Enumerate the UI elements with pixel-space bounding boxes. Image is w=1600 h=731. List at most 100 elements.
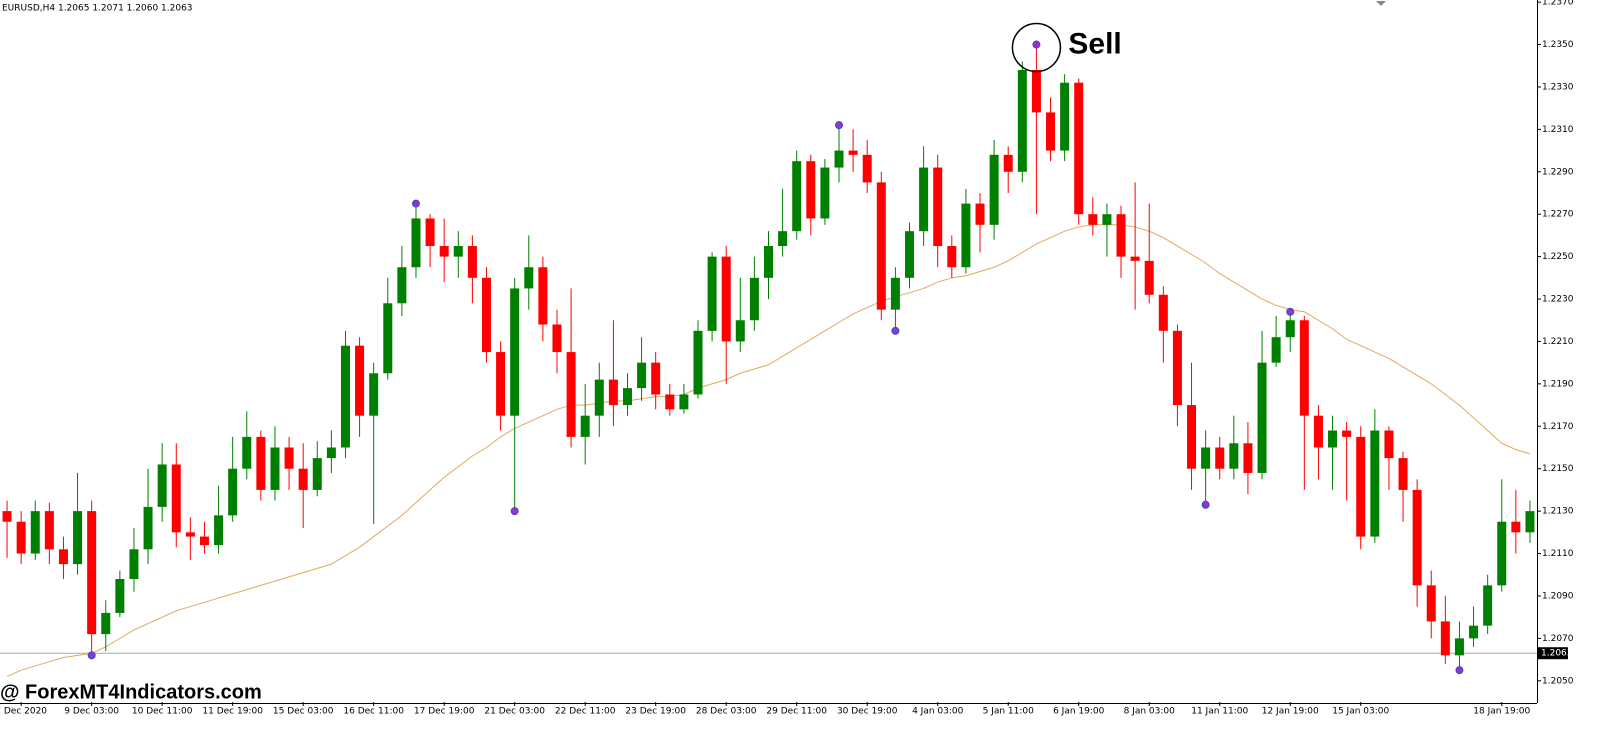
- x-tick-label: 22 Dec 11:00: [555, 707, 616, 717]
- candle-body: [1046, 112, 1056, 151]
- candle-body: [129, 549, 139, 579]
- candle-body: [411, 218, 421, 268]
- candle-body: [1356, 436, 1366, 537]
- candle-body: [919, 167, 929, 232]
- y-tick-label: 1.2230: [1542, 295, 1574, 305]
- candle-body: [214, 515, 224, 546]
- candle-body: [1469, 625, 1479, 639]
- candle-body: [693, 330, 703, 395]
- candle-body: [143, 506, 153, 550]
- y-tick-label: 1.2090: [1542, 591, 1574, 601]
- y-tick-label: 1.2270: [1542, 210, 1574, 220]
- candle-body: [1017, 69, 1027, 172]
- candle-body: [481, 277, 491, 353]
- candle-body: [270, 447, 280, 490]
- fractal-marker: [411, 199, 420, 208]
- y-tick-label: 1.2210: [1542, 337, 1574, 347]
- candle-body: [1088, 214, 1098, 225]
- candle-body: [1172, 330, 1182, 406]
- candle-body: [947, 246, 957, 268]
- candle-body: [326, 447, 336, 459]
- candle-body: [552, 324, 562, 353]
- candle-body: [905, 231, 915, 278]
- candle-body: [312, 458, 322, 490]
- candle-body: [1243, 443, 1253, 473]
- candle-body: [1384, 430, 1394, 459]
- candle-body: [778, 231, 788, 247]
- x-tick-label: 15 Jan 03:00: [1332, 707, 1389, 717]
- candle-body: [806, 161, 816, 219]
- current-price-label: 1.2063: [1541, 649, 1573, 659]
- candle-body: [862, 154, 872, 183]
- candle-body: [820, 167, 830, 219]
- candle-body: [1116, 214, 1126, 257]
- candle-body: [1285, 320, 1295, 338]
- candle-body: [496, 352, 506, 416]
- candle-body: [989, 154, 999, 225]
- candle-body: [16, 521, 26, 554]
- candle-body: [792, 161, 802, 232]
- candle-body: [1398, 458, 1408, 490]
- x-tick-label: 28 Dec 03:00: [696, 707, 757, 717]
- candle-body: [580, 415, 590, 437]
- y-tick-label: 1.2070: [1542, 634, 1574, 644]
- candle-body: [608, 379, 618, 406]
- candle-body: [1313, 415, 1323, 448]
- x-tick-label: 10 Dec 11:00: [132, 707, 193, 717]
- fractal-marker: [510, 507, 519, 516]
- candle-body: [1130, 256, 1140, 261]
- candle-body: [439, 246, 449, 257]
- current-price-box: [1538, 647, 1568, 660]
- candle-body: [340, 345, 350, 448]
- candle-body: [876, 182, 886, 310]
- candle-body: [58, 549, 68, 565]
- y-tick-label: 1.2150: [1542, 464, 1574, 474]
- y-tick-label: 1.2350: [1542, 40, 1574, 50]
- annotation-text: Sell: [1068, 27, 1121, 60]
- x-tick-label: 23 Dec 19:00: [625, 707, 686, 717]
- candle-body: [721, 256, 731, 342]
- candle-body: [679, 394, 689, 410]
- y-tick-label: 1.2330: [1542, 82, 1574, 92]
- candle-body: [115, 578, 125, 613]
- candle-body: [1454, 638, 1464, 656]
- x-tick-label: 4 Jan 03:00: [912, 707, 964, 717]
- candle-body: [1158, 294, 1168, 331]
- candle-body: [735, 320, 745, 342]
- candle-body: [594, 379, 604, 416]
- candle-body: [101, 612, 111, 635]
- x-tick-label: 29 Dec 11:00: [766, 707, 827, 717]
- candle-body: [538, 267, 548, 325]
- candle-body: [1271, 337, 1281, 363]
- candle-body: [1426, 585, 1436, 622]
- x-tick-label: 11 Jan 11:00: [1191, 707, 1248, 717]
- candle-body: [30, 511, 40, 554]
- y-tick-label: 1.2190: [1542, 379, 1574, 389]
- y-tick-label: 1.2310: [1542, 125, 1574, 135]
- candle-body: [1299, 320, 1309, 416]
- x-tick-label: 15 Dec 03:00: [273, 707, 334, 717]
- candle-body: [1031, 69, 1041, 113]
- candle-body: [848, 150, 858, 155]
- candle-body: [665, 394, 675, 410]
- candle-body: [185, 532, 195, 537]
- candle-body: [961, 203, 971, 268]
- candle-body: [622, 388, 632, 406]
- candle-body: [890, 277, 900, 310]
- shift-marker: [1376, 1, 1386, 6]
- candle-body: [1074, 82, 1084, 215]
- annotation-circle: [1011, 22, 1062, 73]
- x-tick-label: 16 Dec 11:00: [343, 707, 404, 717]
- candle-body: [1187, 405, 1197, 469]
- candle-body: [1342, 430, 1352, 437]
- candle-body: [1440, 621, 1450, 656]
- x-tick-label: 5 Jan 11:00: [983, 707, 1035, 717]
- candle-body: [425, 218, 435, 247]
- candle-body: [933, 167, 943, 247]
- candle-body: [1328, 430, 1338, 448]
- plot: 1.2050 1.2070 1.2090 1.2110 1.2130 1.2150 1.21…: [0, 0, 1574, 717]
- chart-title: EURUSD,H4 1.2065 1.2071 1.2060 1.2063: [2, 4, 193, 14]
- candle-body: [1060, 82, 1070, 151]
- candle-body: [228, 468, 238, 516]
